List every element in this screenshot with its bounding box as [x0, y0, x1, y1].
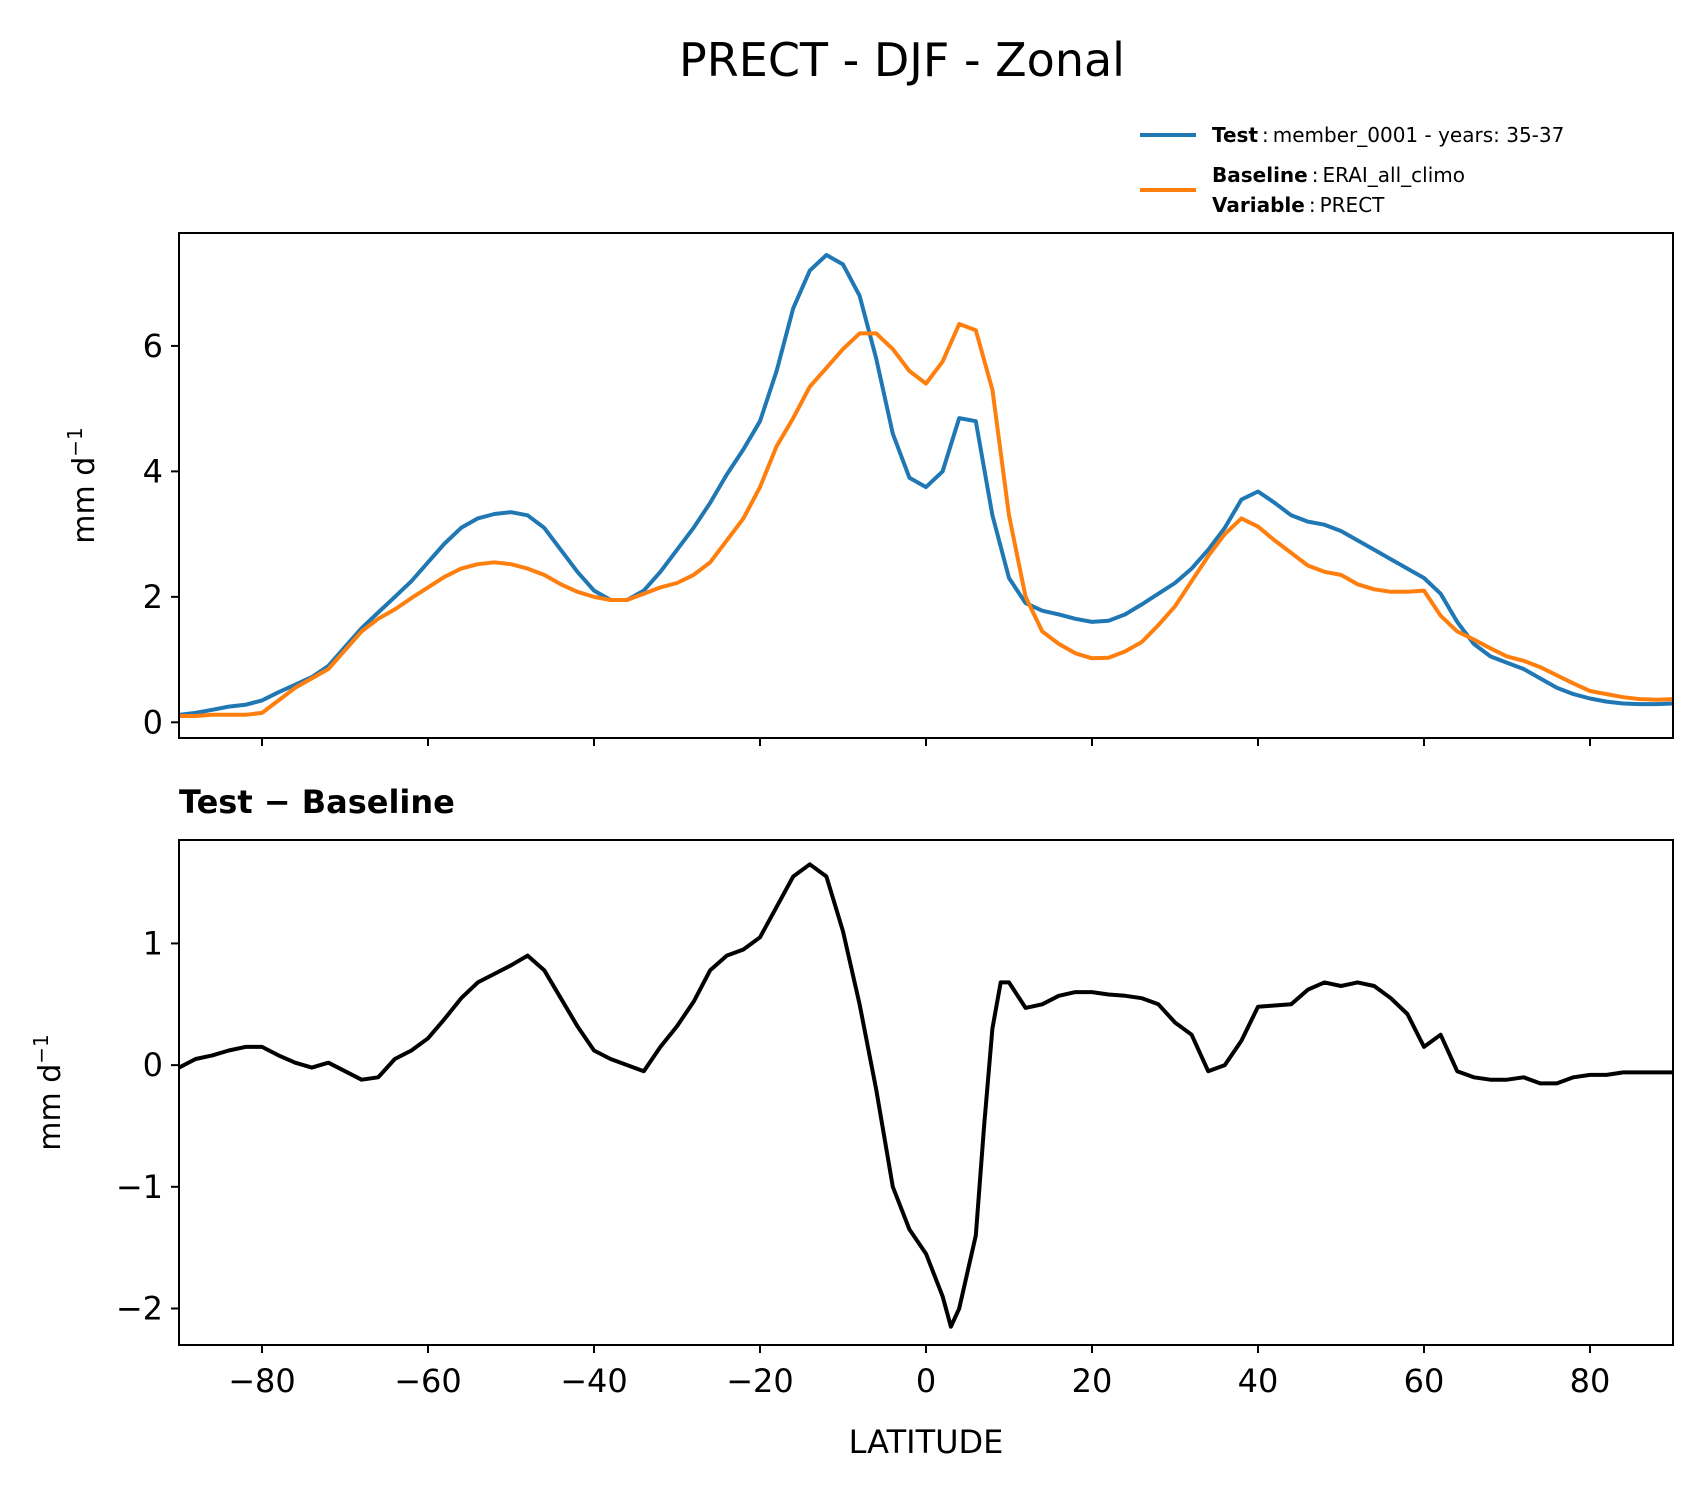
top-yticks: 0 2 4 6: [143, 327, 179, 741]
bottom-xtick-label: 0: [916, 1362, 936, 1400]
top-ytick-label: 6: [143, 327, 163, 365]
legend-entry-test: Test: member_0001 - years: 35-37: [1140, 120, 1564, 150]
legend-swatch-test: [1140, 133, 1196, 137]
bottom-ytick-label: −1: [116, 1168, 163, 1206]
legend-test-value: member_0001 - years: 35-37: [1272, 123, 1565, 147]
bottom-ylabel: mm d−1: [29, 1034, 68, 1151]
bottom-ylabel-sup: −1: [29, 1034, 53, 1063]
bottom-yticks: −2 −1 0 1: [116, 924, 179, 1327]
top-ylabel-sup: −1: [63, 427, 87, 456]
bottom-ylabel-base: mm d: [33, 1064, 68, 1151]
legend-swatch-baseline: [1140, 188, 1196, 192]
legend-variable-label: Variable: [1212, 193, 1305, 217]
bottom-xtick-label: 40: [1238, 1362, 1279, 1400]
bottom-xtick-label: −80: [228, 1362, 296, 1400]
legend: Test: member_0001 - years: 35-37 Baseline…: [1140, 120, 1564, 220]
top-panel: 0 2 4 6 mm d−1: [63, 232, 1674, 746]
bottom-series-line-test-baseline: [178, 862, 1673, 1329]
bottom-axes-frame: [178, 839, 1674, 1346]
legend-separator: :: [1262, 123, 1269, 147]
bottom-xtick-label: 20: [1072, 1362, 1113, 1400]
legend-swatch-spacer: [1140, 173, 1196, 177]
top-ylabel-base: mm d: [67, 457, 102, 544]
legend-entry-baseline: Baseline: ERAI_all_climo: [1140, 160, 1564, 190]
bottom-ytick-label: 0: [143, 1046, 163, 1084]
bottom-xtick-label: −60: [394, 1362, 462, 1400]
legend-separator: :: [1308, 193, 1316, 217]
top-ytick-label: 2: [143, 578, 163, 616]
legend-separator: :: [1311, 163, 1319, 187]
legend-test-label: Test: [1212, 123, 1259, 147]
bottom-ytick-label: −2: [116, 1289, 163, 1327]
bottom-series-group: [178, 862, 1673, 1329]
top-series-line-test: [178, 253, 1674, 717]
bottom-xtick-label: −20: [726, 1362, 794, 1400]
bottom-xtick-label: 80: [1570, 1362, 1611, 1400]
legend-variable-value: PRECT: [1319, 193, 1385, 217]
bottom-panel: Test − Baseline −2 −1 0 1 −80 −60 −40 −20 0 20 40…: [29, 783, 1674, 1461]
bottom-xtick-label: −40: [560, 1362, 628, 1400]
top-series-group: [178, 253, 1674, 718]
bottom-xtick-label: 60: [1404, 1362, 1445, 1400]
legend-entry-variable: Variable: PRECT: [1140, 188, 1564, 220]
figure-title: PRECT - DJF - Zonal: [679, 33, 1125, 87]
top-ylabel: mm d−1: [63, 427, 102, 544]
legend-baseline-label: Baseline: [1212, 163, 1308, 187]
top-xticks: [261, 738, 1591, 746]
bottom-panel-title: Test − Baseline: [179, 783, 455, 821]
legend-baseline-value: ERAI_all_climo: [1322, 163, 1465, 187]
top-ytick-label: 4: [143, 452, 163, 490]
top-series-line-baseline: [179, 322, 1674, 718]
bottom-xticks: −80 −60 −40 −20 0 20 40 60 80: [228, 1345, 1610, 1400]
x-axis-label: LATITUDE: [849, 1423, 1004, 1461]
bottom-ytick-label: 1: [143, 924, 163, 962]
top-ytick-label: 0: [143, 703, 163, 741]
